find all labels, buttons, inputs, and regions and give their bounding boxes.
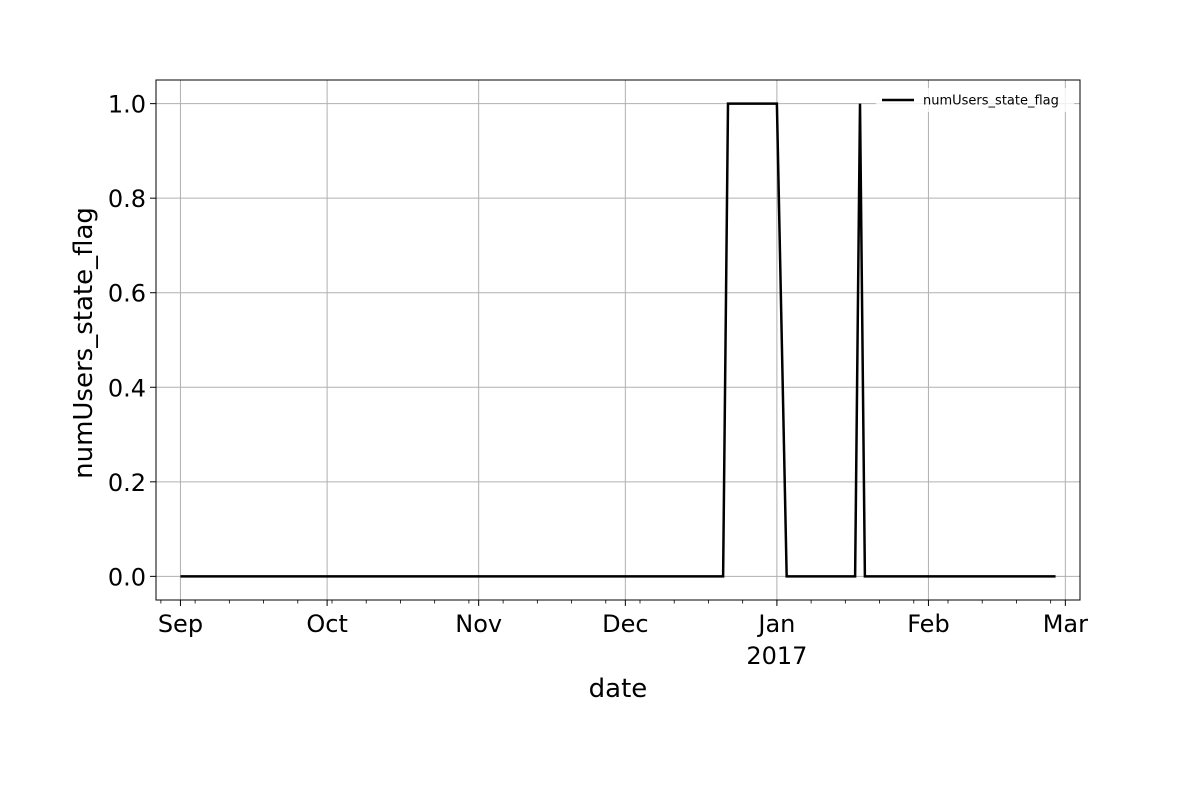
series-layer <box>180 102 1056 578</box>
legend: numUsers_state_flag <box>876 88 1074 112</box>
x-tick-label: Nov <box>455 610 502 638</box>
y-tick-label: 0.4 <box>108 374 146 402</box>
series-line <box>180 102 1056 578</box>
x-tick-label: Dec <box>602 610 648 638</box>
plot-frame <box>155 79 1081 601</box>
x-tick-label: Mar <box>1043 610 1088 638</box>
grid <box>156 80 1080 600</box>
y-tick-label: 0.6 <box>108 280 146 308</box>
x-tick-label: Feb <box>907 610 950 638</box>
legend-label: numUsers_state_flag <box>923 94 1059 109</box>
y-tick-label: 0.2 <box>108 469 146 497</box>
x-axis-label: date <box>589 674 648 704</box>
x-year-label: 2017 <box>746 642 807 670</box>
y-axis-label: numUsers_state_flag <box>69 207 99 479</box>
x-tick-label: Sep <box>158 610 203 638</box>
axis-ticks: 0.0 0.2 0.4 0.6 0.8 1.0 Sep Oct Nov Dec Jan Feb Mar <box>108 91 1088 638</box>
x-tick-label: Oct <box>306 610 348 638</box>
x-tick-label: Jan <box>756 610 795 638</box>
y-tick-label: 0.8 <box>108 185 146 213</box>
y-tick-label: 0.0 <box>108 563 146 591</box>
y-tick-label: 1.0 <box>108 91 146 119</box>
